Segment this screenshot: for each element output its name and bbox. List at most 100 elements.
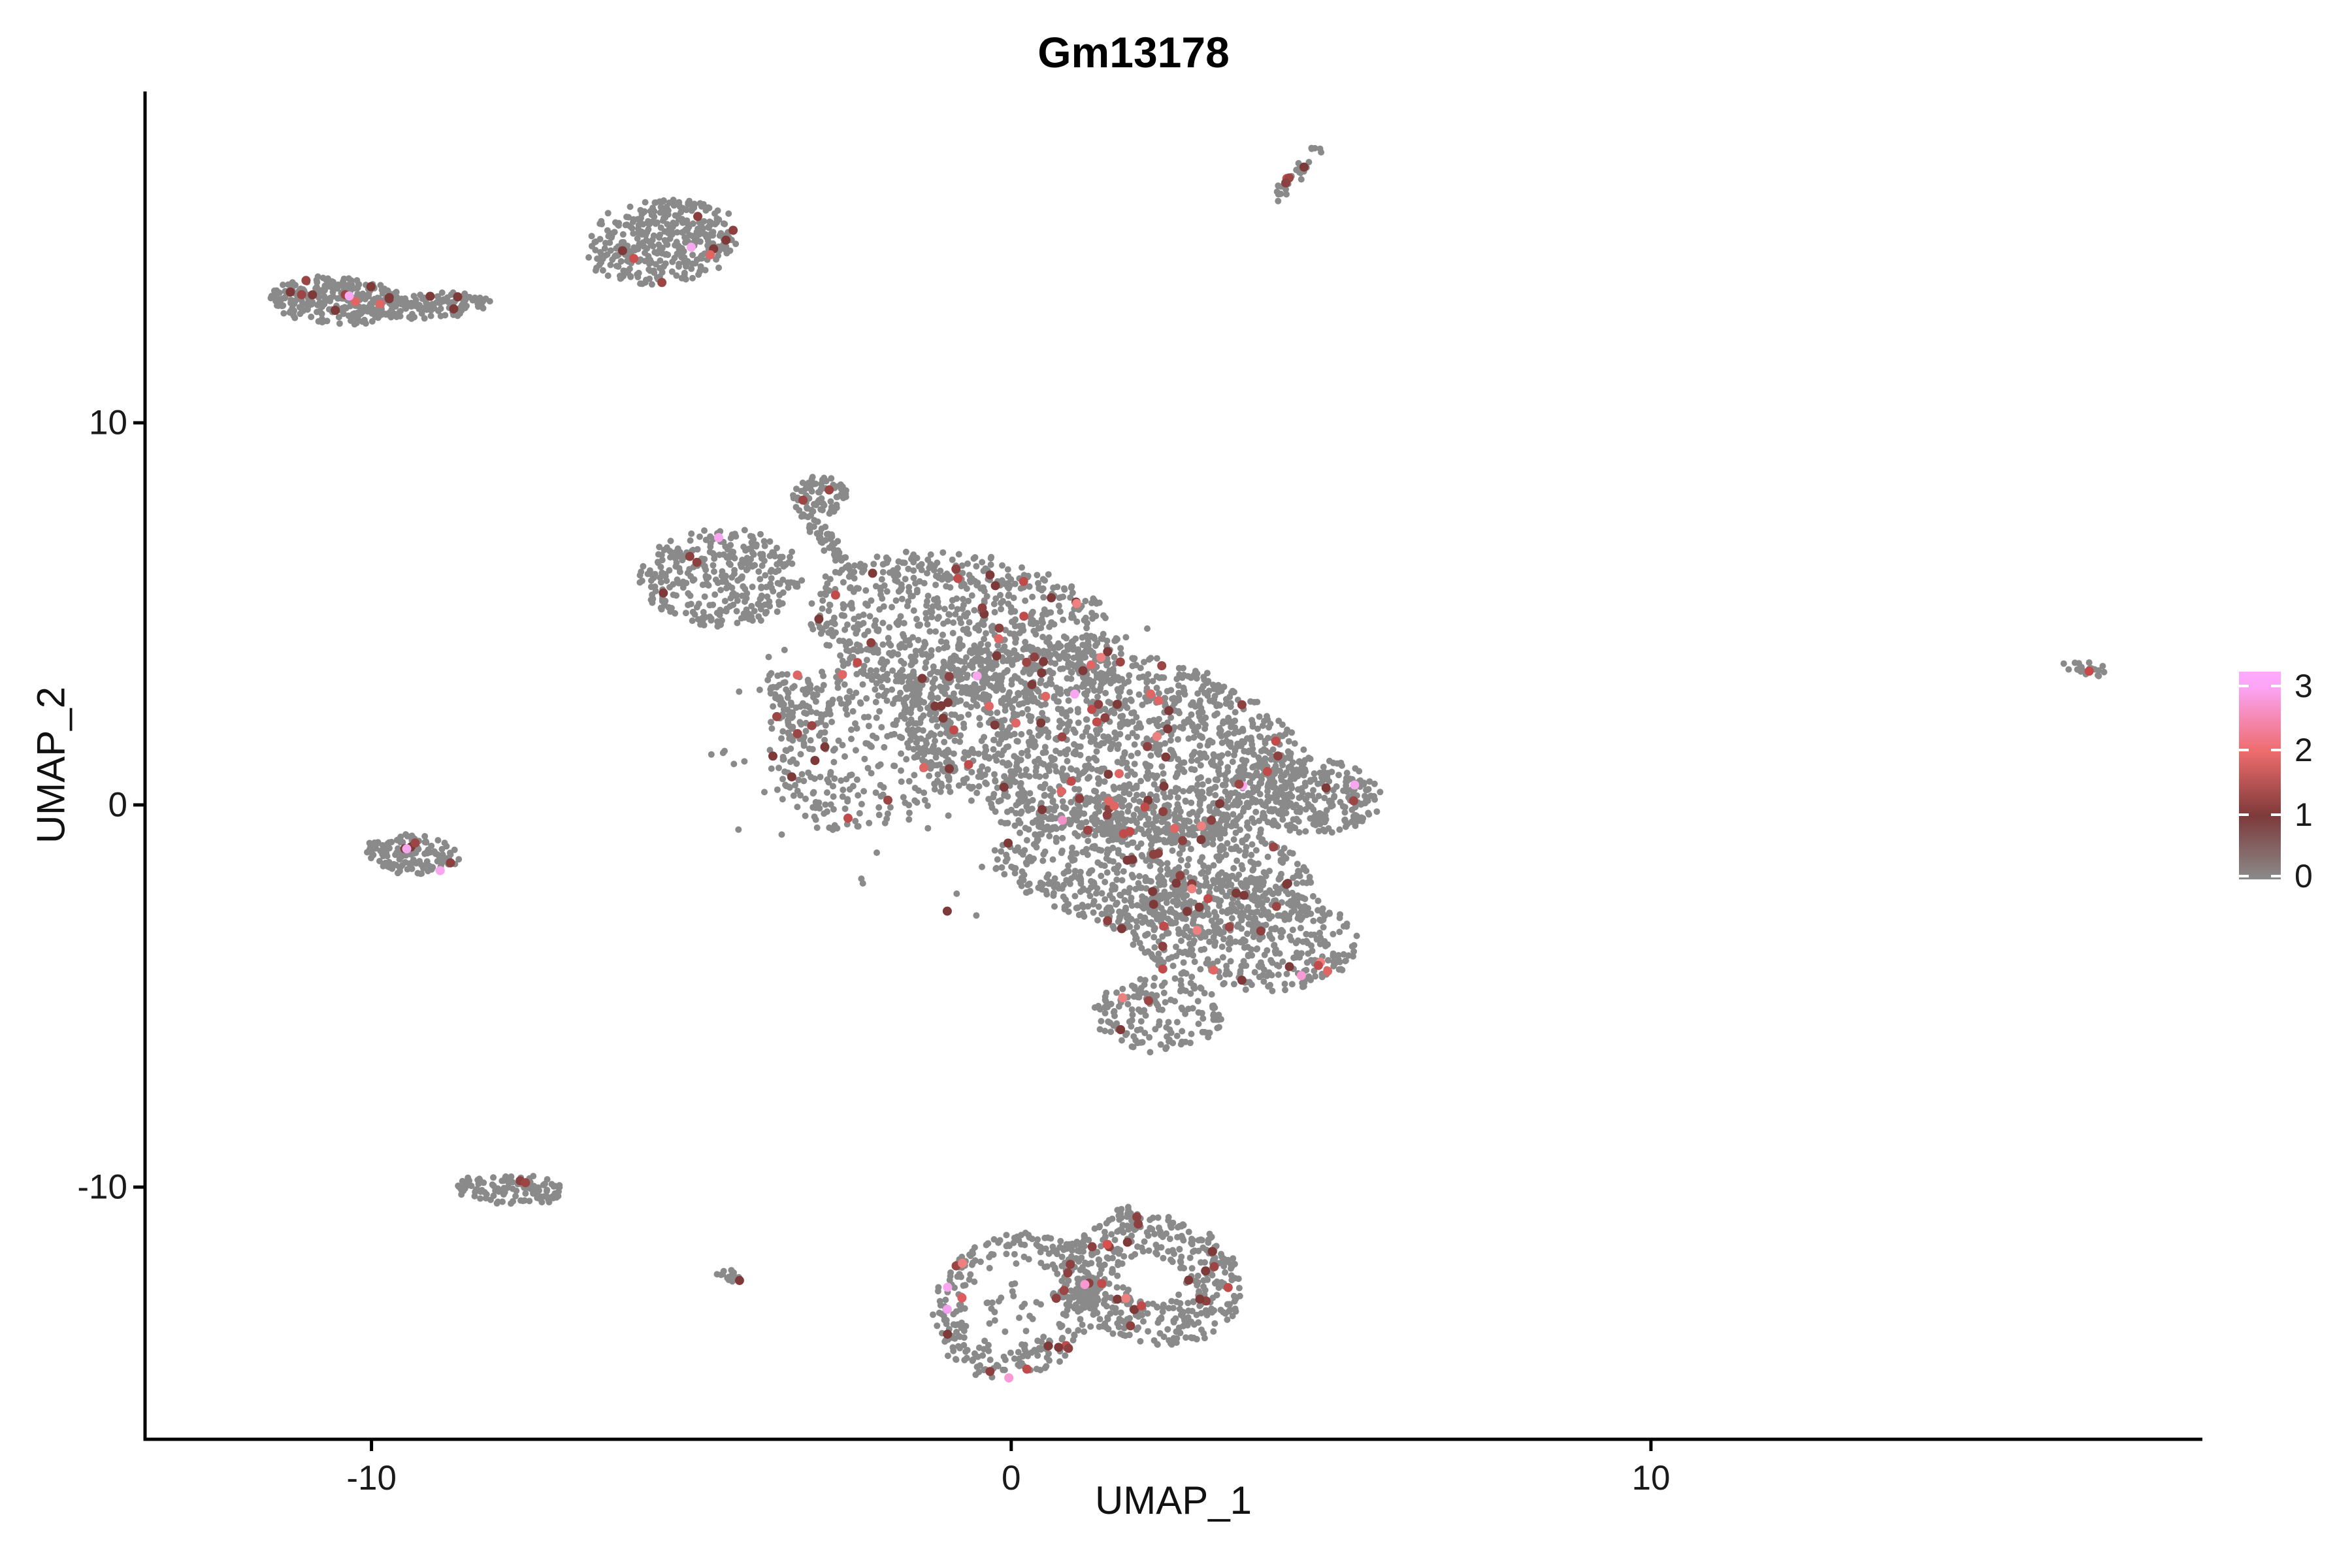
cell-point (902, 576, 909, 583)
cell-point (656, 234, 662, 241)
cell-point (681, 269, 688, 276)
cell-point (1239, 725, 1247, 732)
cell-point (785, 689, 792, 696)
cell-point (924, 621, 931, 628)
cell-point (315, 293, 322, 301)
cell-point (977, 640, 985, 647)
cell-point (1217, 835, 1224, 842)
cell-point (926, 628, 934, 635)
cell-point (954, 606, 961, 613)
cell-point (1068, 669, 1075, 676)
cell-point (983, 630, 989, 637)
cell-point (314, 308, 320, 316)
cell-point (1306, 877, 1313, 885)
cell-point (915, 622, 921, 629)
cell-point (800, 511, 807, 518)
cell-point (1080, 904, 1087, 911)
cell-point (1132, 885, 1139, 892)
cell-point (843, 776, 850, 783)
cell-point (956, 738, 964, 745)
cell-point (920, 745, 927, 752)
cell-point (1135, 880, 1142, 887)
cell-point (940, 659, 947, 665)
cell-point (1128, 710, 1135, 717)
cell-point (865, 723, 872, 730)
cell-point (840, 638, 847, 645)
cell-point (1330, 953, 1337, 960)
cell-point (946, 759, 953, 766)
cell-point (394, 296, 400, 303)
cell-point (1096, 777, 1103, 784)
cell-point (829, 696, 836, 704)
cell-point (676, 261, 683, 267)
cell-point (1179, 725, 1186, 732)
cell-point (879, 683, 885, 691)
cell-point (1080, 885, 1086, 892)
cell-point (429, 301, 436, 308)
cell-point (1249, 789, 1256, 796)
cell-point (747, 555, 755, 563)
cell-point (983, 593, 990, 600)
cell-point (738, 573, 745, 580)
cell-point (1023, 860, 1030, 868)
cell-point (976, 721, 983, 728)
cell-point (990, 746, 997, 753)
cell-point (1083, 632, 1090, 639)
cell-point (1249, 774, 1256, 781)
cell-point (868, 770, 875, 777)
cell-point (710, 562, 717, 569)
cell-point (313, 276, 320, 284)
cell-point (994, 642, 1002, 649)
cell-point (1141, 830, 1148, 838)
cell-point (877, 591, 884, 598)
cell-point (1014, 738, 1021, 745)
cell-point (1101, 862, 1108, 870)
cell-point (965, 597, 972, 604)
cell-point (885, 640, 892, 647)
cell-point (898, 595, 906, 602)
cell-point (750, 536, 757, 543)
cell-point (1358, 801, 1365, 808)
cell-point (812, 480, 819, 487)
cell-point (841, 805, 849, 812)
cell-point (1149, 678, 1156, 685)
cell-point (1333, 783, 1340, 790)
cell-point (935, 613, 942, 621)
cell-point (965, 749, 972, 757)
cell-point (1302, 828, 1309, 835)
cell-point (664, 221, 671, 228)
cell-point (716, 612, 723, 619)
cell-point (932, 710, 939, 717)
cell-point (1264, 798, 1271, 805)
cell-point (1241, 747, 1248, 755)
cell-point (776, 681, 783, 689)
cell-point (834, 684, 841, 691)
cell-point (1002, 858, 1009, 865)
cell-point (1119, 676, 1126, 683)
cell-point (808, 600, 815, 607)
cell-point (985, 796, 992, 803)
cell-point (830, 619, 838, 627)
cell-point (1365, 786, 1372, 792)
cell-point (614, 221, 621, 228)
cell-point (1269, 783, 1277, 791)
cell-point (442, 312, 449, 319)
cell-point (1037, 800, 1045, 807)
cell-point (1258, 776, 1265, 783)
cell-point (1085, 775, 1091, 782)
cell-point (768, 765, 775, 772)
cell-point (885, 634, 892, 642)
cell-point (689, 204, 696, 210)
cell-point (988, 800, 995, 808)
cell-point (1109, 881, 1116, 889)
cell-point (1296, 805, 1303, 812)
cell-point (957, 697, 964, 704)
cell-point (1028, 667, 1036, 674)
cell-point (1048, 619, 1055, 626)
cell-point (368, 301, 375, 308)
cell-point (1107, 700, 1114, 707)
cell-point (939, 631, 946, 638)
cell-point (934, 595, 941, 602)
cell-point (1320, 764, 1327, 770)
cell-point (892, 696, 899, 703)
